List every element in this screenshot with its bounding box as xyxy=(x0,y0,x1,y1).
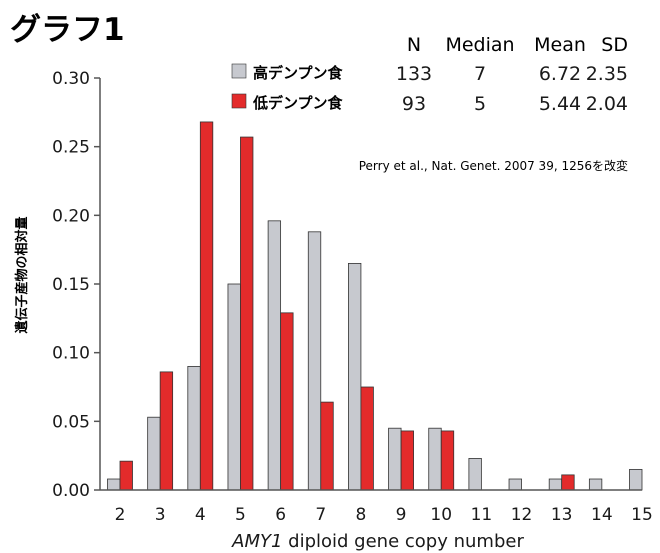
bar-high-starch xyxy=(548,478,563,491)
x-tick-label: 3 xyxy=(155,505,166,525)
y-tick-label: 0.20 xyxy=(52,206,90,226)
x-tick-label: 15 xyxy=(631,505,653,525)
bar-low-starch xyxy=(280,312,294,491)
bar-high-starch xyxy=(267,220,282,491)
bar-high-starch xyxy=(629,468,643,491)
table-cell: 93 xyxy=(402,93,426,115)
bar-low-starch xyxy=(240,136,254,491)
bar-low-starch xyxy=(440,430,455,491)
y-tick-label: 0.15 xyxy=(52,275,90,295)
x-tick-label: 2 xyxy=(115,505,126,525)
legend-label-low: 低デンプン食 xyxy=(252,94,344,112)
bar-high-starch xyxy=(348,262,362,491)
y-axis: 0.00 0.05 0.10 0.15 0.20 0.25 0.30 xyxy=(52,69,101,501)
legend-swatch-low xyxy=(231,93,247,109)
table-cell: 6.72 xyxy=(539,63,581,85)
x-tick-label: 14 xyxy=(591,505,613,525)
bar-high-starch xyxy=(428,427,442,491)
legend-label-high: 高デンプン食 xyxy=(253,64,344,82)
x-tick-label: 5 xyxy=(235,505,246,525)
bar-low-starch xyxy=(561,474,575,491)
citation-note: Perry et al., Nat. Genet. 2007 39, 1256を… xyxy=(359,158,628,173)
bar-low-starch xyxy=(159,371,174,491)
bar-high-starch xyxy=(147,416,161,491)
table-cell: 2.04 xyxy=(586,93,628,115)
bar-low-starch xyxy=(119,460,133,491)
table-header: Mean xyxy=(534,34,586,56)
summary-table: N Median Mean SD 高デンプン食 133 7 6.72 2.35 低デンプン食 93 5… xyxy=(231,34,628,115)
x-tick-label: 13 xyxy=(551,505,573,525)
x-axis-label: AMY1 diploid gene copy number xyxy=(231,531,524,552)
x-tick-label: 10 xyxy=(430,505,452,525)
x-axis: 2 3 4 5 6 7 8 9 10 11 12 13 14 15 xyxy=(100,489,653,525)
bar-high-starch xyxy=(307,231,322,491)
x-tick-label: 8 xyxy=(356,505,367,525)
table-cell: 5.44 xyxy=(539,93,581,115)
table-cell: 5 xyxy=(474,93,486,115)
x-tick-label: 7 xyxy=(315,505,326,525)
bar-high-starch xyxy=(508,478,522,491)
y-tick-label: 0.05 xyxy=(52,412,90,432)
chart-title: グラフ1 xyxy=(10,12,125,48)
table-header: N xyxy=(407,34,421,56)
bar-low-starch xyxy=(320,401,334,491)
table-cell: 2.35 xyxy=(586,63,628,85)
x-tick-label: 12 xyxy=(511,505,533,525)
bars xyxy=(107,121,643,491)
table-header: SD xyxy=(601,34,628,56)
legend-swatch-high xyxy=(231,63,247,79)
x-tick-label: 9 xyxy=(396,505,407,525)
y-axis-label: 遺伝子産物の相対量 xyxy=(14,216,30,334)
x-axis-label-gene: AMY1 xyxy=(231,531,282,552)
x-tick-label: 6 xyxy=(275,505,286,525)
y-tick-label: 0.00 xyxy=(52,481,90,501)
y-tick-label: 0.30 xyxy=(52,69,90,89)
x-axis-label-rest: diploid gene copy number xyxy=(282,531,524,552)
bar-high-starch xyxy=(107,478,121,491)
bar-low-starch xyxy=(400,430,414,491)
y-tick-label: 0.25 xyxy=(52,138,90,158)
bar-low-starch xyxy=(360,386,374,491)
table-cell: 133 xyxy=(396,63,432,85)
bar-low-starch xyxy=(199,121,214,491)
bar-high-starch xyxy=(388,427,402,491)
table-header: Median xyxy=(445,34,514,56)
table-cell: 7 xyxy=(474,63,486,85)
x-tick-label: 4 xyxy=(195,505,206,525)
bar-high-starch xyxy=(227,283,241,491)
bar-high-starch xyxy=(187,365,201,491)
x-tick-label: 11 xyxy=(471,505,493,525)
bar-high-starch xyxy=(588,478,603,491)
y-tick-label: 0.10 xyxy=(52,344,90,364)
bar-high-starch xyxy=(468,458,482,491)
